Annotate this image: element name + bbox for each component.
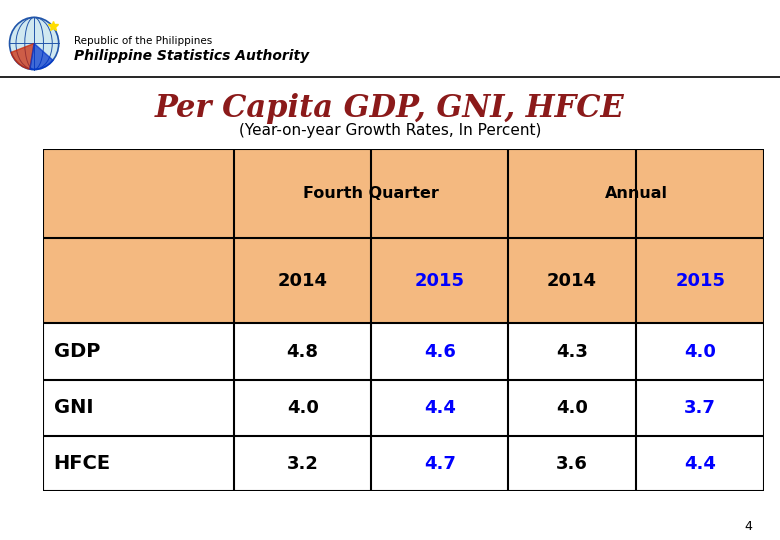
Text: Philippine Statistics Authority: Philippine Statistics Authority [74,50,309,64]
Text: 4.4: 4.4 [424,399,456,417]
Text: 2014: 2014 [547,272,597,289]
Text: 4.6: 4.6 [424,343,456,361]
Text: 2014: 2014 [278,272,328,289]
Bar [43,380,764,436]
Bar [43,436,764,491]
Bar [43,148,764,238]
Text: 4.3: 4.3 [556,343,588,361]
Text: 3.7: 3.7 [684,399,716,417]
Text: HFCE: HFCE [54,454,111,473]
Text: 4.0: 4.0 [556,399,588,417]
Text: 4.4: 4.4 [684,455,716,472]
Text: Fourth Quarter: Fourth Quarter [303,186,439,200]
Bar [43,238,764,323]
Text: 2015: 2015 [675,272,725,289]
Text: Annual: Annual [604,186,668,200]
Text: (Year-on-year Growth Rates, In Percent): (Year-on-year Growth Rates, In Percent) [239,123,541,138]
Text: 4.7: 4.7 [424,455,456,472]
Text: 4.0: 4.0 [684,343,716,361]
Wedge shape [11,43,34,69]
Text: 4: 4 [745,520,753,534]
Text: GDP: GDP [54,342,100,361]
Bar [43,323,764,380]
Text: Republic of the Philippines: Republic of the Philippines [74,36,212,46]
Wedge shape [30,43,53,70]
Text: 2015: 2015 [415,272,465,289]
Text: 4.0: 4.0 [287,399,318,417]
Text: 3.2: 3.2 [287,455,318,472]
Text: 4.8: 4.8 [286,343,319,361]
Text: 3.6: 3.6 [556,455,588,472]
Text: GNI: GNI [54,399,94,417]
Text: Per Capita GDP, GNI, HFCE: Per Capita GDP, GNI, HFCE [155,92,625,124]
Circle shape [9,17,58,70]
